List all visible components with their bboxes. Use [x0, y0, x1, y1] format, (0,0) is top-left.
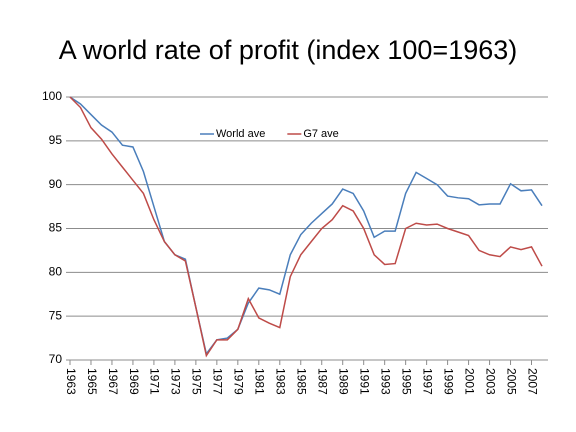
x-tick-label: 1965 [85, 368, 99, 395]
y-tick-label: 80 [49, 265, 63, 279]
x-tick-label: 1971 [148, 368, 162, 395]
legend-label: G7 ave [303, 128, 338, 140]
x-tick-label: 1987 [316, 368, 330, 395]
x-tick-label: 1993 [378, 368, 392, 395]
x-tick-label: 1969 [127, 368, 141, 395]
x-tick-label: 1995 [399, 368, 413, 395]
chart-title: A world rate of profit (index 100=1963) [59, 35, 518, 65]
x-tick-label: 2003 [483, 368, 497, 395]
x-tick-label: 1967 [106, 368, 120, 395]
y-tick-label: 90 [49, 177, 63, 191]
x-tick-label: 1999 [441, 368, 455, 395]
y-tick-label: 95 [49, 133, 63, 147]
y-tick-label: 70 [49, 352, 63, 366]
y-tick-label: 85 [49, 221, 63, 235]
x-tick-label: 2005 [504, 368, 518, 395]
x-tick-label: 1975 [190, 368, 204, 395]
x-tick-label: 2007 [525, 368, 539, 395]
data-line [69, 96, 543, 358]
x-tick-label: 2001 [462, 368, 476, 395]
x-tick-label: 1997 [420, 368, 434, 395]
y-tick-label: 100 [42, 89, 62, 103]
x-tick-label: 1977 [211, 368, 225, 395]
x-tick-label: 1985 [295, 368, 309, 395]
x-tick-label: 1973 [169, 368, 183, 395]
x-tick-label: 1991 [358, 368, 372, 395]
x-tick-label: 1963 [64, 368, 78, 395]
x-tick-label: 1983 [274, 368, 288, 395]
y-tick-label: 75 [49, 308, 63, 322]
x-tick-label: 1981 [253, 368, 267, 395]
x-tick-label: 1989 [337, 368, 351, 395]
legend-label: World ave [216, 128, 265, 140]
data-line [69, 96, 543, 356]
x-tick-label: 1979 [232, 368, 246, 395]
